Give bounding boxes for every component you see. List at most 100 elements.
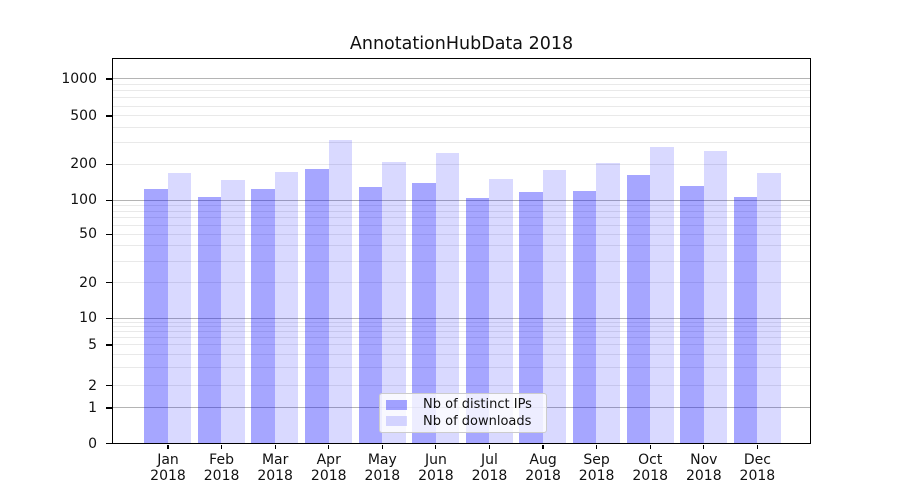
y-gridline-50 bbox=[112, 233, 810, 235]
y-gridline-7 bbox=[112, 331, 810, 333]
x-tick-year: 2018 bbox=[471, 467, 508, 484]
x-tick-month: Sep bbox=[583, 452, 610, 468]
y-gridline-6 bbox=[112, 337, 810, 339]
legend-item-nb-of-distinct-ips: Nb of distinct IPs bbox=[386, 397, 540, 412]
x-tick-month: Jun bbox=[424, 452, 447, 468]
bar-nb-of-distinct-ips-mar bbox=[251, 188, 275, 444]
y-gridline-30 bbox=[112, 260, 810, 262]
y-tick-label-10: 10 bbox=[79, 310, 97, 327]
y-gridline-300 bbox=[112, 142, 810, 144]
x-tick-label-jan: Jan 2018 bbox=[123, 452, 213, 484]
x-tick-feb bbox=[220, 444, 223, 450]
x-tick-year: 2018 bbox=[525, 467, 561, 484]
x-tick-year: 2018 bbox=[257, 467, 293, 484]
bar-nb-of-distinct-ips-may bbox=[358, 186, 383, 444]
y-tick-10 bbox=[106, 317, 113, 319]
y-gridline-2 bbox=[112, 384, 810, 386]
legend-label-nb-of-distinct-ips: Nb of distinct IPs bbox=[423, 397, 532, 413]
x-tick-year: 2018 bbox=[418, 467, 454, 484]
x-tick-month: Jul bbox=[481, 452, 498, 468]
x-tick-aug bbox=[542, 444, 544, 450]
y-gridline-600 bbox=[112, 105, 810, 107]
x-tick-label-feb: Feb 2018 bbox=[177, 452, 267, 484]
x-tick-label-oct: Oct 2018 bbox=[605, 452, 695, 484]
y-tick-100 bbox=[106, 199, 113, 201]
y-tick-2 bbox=[106, 384, 113, 387]
y-gridline-20 bbox=[112, 281, 810, 283]
x-tick-label-dec: Dec 2018 bbox=[712, 452, 802, 484]
bar-nb-of-downloads-jan bbox=[167, 172, 192, 444]
bar-nb-of-downloads-aug bbox=[542, 170, 567, 444]
x-tick-label-may: May 2018 bbox=[337, 452, 427, 484]
y-gridline-500 bbox=[112, 115, 810, 117]
bar-nb-of-downloads-nov bbox=[703, 150, 728, 444]
bar-nb-of-distinct-ips-nov bbox=[680, 186, 704, 444]
plot-area bbox=[111, 57, 811, 445]
y-gridline-1000 bbox=[112, 78, 810, 80]
x-tick-month: Feb bbox=[209, 452, 234, 468]
x-tick-jan bbox=[167, 444, 169, 450]
y-gridline-800 bbox=[112, 90, 810, 92]
y-gridline-400 bbox=[112, 127, 810, 129]
legend-swatch-nb-of-distinct-ips bbox=[386, 400, 407, 410]
legend-item-nb-of-downloads: Nb of downloads bbox=[386, 414, 540, 429]
x-tick-month: Nov bbox=[690, 452, 718, 468]
bar-nb-of-distinct-ips-jan bbox=[144, 188, 168, 444]
y-gridline-5 bbox=[112, 344, 810, 346]
y-gridline-40 bbox=[112, 245, 810, 247]
x-tick-year: 2018 bbox=[578, 467, 615, 484]
bar-nb-of-downloads-jun bbox=[435, 153, 460, 444]
y-gridline-8 bbox=[112, 326, 810, 328]
y-tick-label-1000: 1000 bbox=[61, 71, 97, 87]
x-tick-label-jul: Jul 2018 bbox=[444, 452, 534, 484]
x-tick-month: Apr bbox=[316, 452, 341, 468]
x-tick-mar bbox=[274, 444, 276, 450]
y-tick-1 bbox=[106, 407, 113, 409]
bar-nb-of-distinct-ips-jul bbox=[465, 198, 490, 444]
x-tick-year: 2018 bbox=[364, 467, 401, 484]
x-tick-year: 2018 bbox=[739, 467, 776, 484]
x-tick-label-aug: Aug 2018 bbox=[498, 452, 588, 484]
y-gridline-200 bbox=[112, 163, 810, 165]
y-gridline-60 bbox=[112, 224, 810, 226]
x-tick-label-jun: Jun 2018 bbox=[391, 452, 481, 484]
y-tick-50 bbox=[106, 233, 113, 235]
bar-nb-of-downloads-apr bbox=[328, 139, 353, 444]
x-tick-nov bbox=[703, 444, 705, 450]
chart-title: AnnotationHubData 2018 bbox=[349, 34, 574, 54]
legend-label-nb-of-downloads: Nb of downloads bbox=[423, 413, 532, 429]
x-tick-jul bbox=[488, 444, 491, 450]
x-tick-year: 2018 bbox=[632, 467, 669, 484]
y-tick-500 bbox=[106, 115, 113, 117]
y-tick-20 bbox=[106, 282, 113, 284]
x-tick-label-apr: Apr 2018 bbox=[284, 452, 374, 484]
y-tick-200 bbox=[106, 163, 113, 165]
bar-nb-of-downloads-mar bbox=[274, 171, 299, 444]
bar-nb-of-downloads-feb bbox=[221, 180, 245, 444]
x-tick-label-nov: Nov 2018 bbox=[659, 452, 749, 484]
bar-nb-of-distinct-ips-jun bbox=[412, 182, 436, 444]
y-gridline-10 bbox=[112, 317, 810, 319]
y-gridline-900 bbox=[112, 83, 810, 85]
bar-nb-of-downloads-dec bbox=[757, 173, 781, 444]
x-tick-month: Jan bbox=[157, 452, 179, 468]
x-tick-month: May bbox=[367, 452, 397, 468]
y-tick-label-200: 200 bbox=[70, 156, 97, 173]
y-tick-5 bbox=[106, 344, 113, 346]
bar-nb-of-downloads-may bbox=[382, 162, 406, 444]
y-gridline-80 bbox=[112, 210, 810, 212]
x-tick-sep bbox=[596, 444, 598, 450]
y-tick-label-0: 0 bbox=[88, 435, 97, 452]
y-tick-label-20: 20 bbox=[79, 274, 97, 291]
legend-swatch-nb-of-downloads bbox=[386, 416, 407, 426]
y-gridline-3 bbox=[112, 366, 810, 368]
y-gridline-90 bbox=[112, 204, 810, 206]
y-tick-label-1: 1 bbox=[88, 400, 97, 416]
y-gridline-100 bbox=[112, 199, 810, 201]
x-tick-oct bbox=[649, 444, 651, 450]
y-tick-0 bbox=[106, 442, 113, 445]
x-tick-may bbox=[381, 444, 383, 450]
legend: Nb of distinct IPs Nb of downloads bbox=[379, 393, 547, 433]
bar-nb-of-distinct-ips-dec bbox=[733, 196, 758, 444]
